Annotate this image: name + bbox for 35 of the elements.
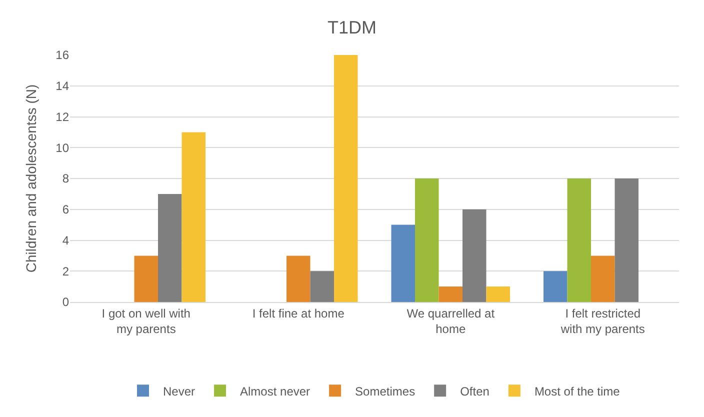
bar xyxy=(134,256,158,302)
y-tick-label: 12 xyxy=(56,110,70,124)
y-tick-label: 0 xyxy=(62,295,70,310)
bar xyxy=(286,256,310,302)
y-tick-label: 16 xyxy=(56,48,70,62)
bar xyxy=(310,271,334,302)
bar xyxy=(591,256,615,302)
bar xyxy=(391,224,415,302)
x-tick-label: We quarrelled at home xyxy=(406,306,496,336)
legend-label: Almost never xyxy=(240,384,310,398)
y-tick-label: 8 xyxy=(62,172,70,186)
bar xyxy=(486,286,510,302)
y-tick-label: 14 xyxy=(56,79,70,94)
legend-label: Sometimes xyxy=(355,384,416,398)
legend-label: Most of the time xyxy=(534,384,620,398)
bar xyxy=(614,178,638,302)
x-tick-label: I felt fine at home xyxy=(252,306,345,320)
bar xyxy=(462,209,486,302)
legend-label: Often xyxy=(460,384,490,398)
x-tick-label: I got on well with my parents xyxy=(102,306,190,336)
bar xyxy=(438,286,462,302)
y-tick-label: 10 xyxy=(56,140,70,155)
y-tick-label: 4 xyxy=(62,233,70,248)
bar xyxy=(158,194,182,302)
y-tick-label: 6 xyxy=(62,202,70,217)
bar xyxy=(182,132,206,302)
bar xyxy=(567,178,591,302)
chart-title: T1DM xyxy=(328,17,376,38)
y-axis-title: Children and adolescentss (N) xyxy=(23,84,40,273)
bar xyxy=(544,271,568,302)
y-tick-label: 2 xyxy=(62,264,70,278)
x-tick-label: I felt restricted with my parents xyxy=(560,306,645,336)
legend-label: Never xyxy=(163,384,196,398)
bar xyxy=(334,55,358,302)
bar xyxy=(415,178,439,302)
